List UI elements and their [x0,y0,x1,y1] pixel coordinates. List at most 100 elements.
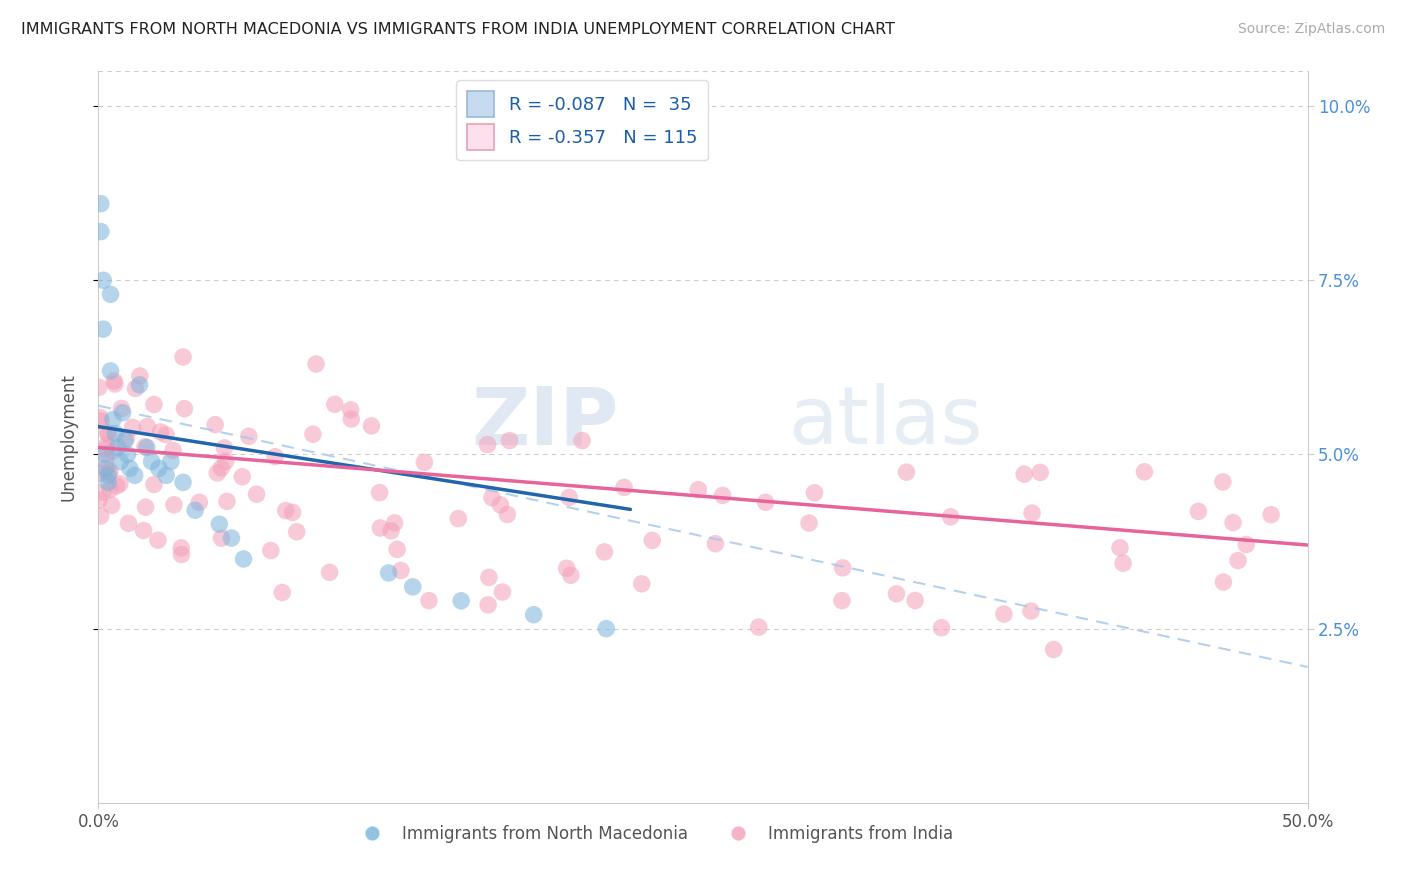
Point [114,434,136,448]
Text: IMMIGRANTS FROM NORTH MACEDONIA VS IMMIGRANTS FROM INDIA UNEMPLOYMENT CORRELATIO: IMMIGRANTS FROM NORTH MACEDONIA VS IMMIG… [21,22,896,37]
Point [124,382,146,396]
Point [274,503,297,517]
Point [96,438,118,452]
Point [496,508,519,522]
Point [91,485,114,500]
Point [323,397,346,411]
Point [418,593,440,607]
Point [232,552,254,566]
Point [339,403,361,417]
Point [1260,508,1282,522]
Point [100,499,122,513]
Point [170,548,193,562]
Point [110,401,132,416]
Point [571,434,593,448]
Point [238,429,260,443]
Point [141,454,163,468]
Point [1012,467,1035,482]
Point [111,406,134,420]
Point [302,427,325,442]
Point [1019,604,1042,618]
Point [149,425,172,439]
Point [748,620,770,634]
Point [163,498,186,512]
Point [498,434,520,448]
Point [755,495,778,509]
Point [260,543,283,558]
Point [94,453,117,467]
Point [135,441,157,455]
Point [98,483,121,497]
Point [94,442,117,456]
Point [148,461,170,475]
Point [368,485,391,500]
Point [108,476,131,491]
Point [104,376,127,391]
Point [1021,506,1043,520]
Text: ZIP: ZIP [471,384,619,461]
Point [896,465,918,479]
Point [477,598,499,612]
Point [162,443,184,458]
Point [155,468,177,483]
Point [100,287,122,301]
Point [97,475,120,490]
Point [115,431,138,445]
Point [172,350,194,364]
Point [105,479,128,493]
Point [101,444,124,458]
Point [188,495,211,509]
Point [142,477,165,491]
Point [613,480,636,494]
Point [143,397,166,411]
Point [477,437,499,451]
Point [377,566,399,580]
Point [108,454,131,468]
Point [91,273,114,287]
Point [135,500,157,515]
Point [136,419,159,434]
Point [107,441,129,455]
Point [87,380,110,394]
Point [630,576,652,591]
Point [939,509,962,524]
Point [305,357,328,371]
Point [271,585,294,599]
Point [413,455,436,469]
Point [124,468,146,483]
Point [931,621,953,635]
Point [797,516,820,530]
Point [318,566,340,580]
Point [96,425,118,440]
Point [385,542,408,557]
Point [1109,541,1132,555]
Point [146,533,169,548]
Point [209,461,232,475]
Point [231,469,253,483]
Point [1212,575,1234,590]
Point [380,524,402,538]
Point [481,491,503,505]
Point [340,412,363,426]
Text: atlas: atlas [787,384,981,461]
Point [886,587,908,601]
Point [831,593,853,607]
Point [87,492,110,507]
Point [128,369,150,384]
Point [90,225,112,239]
Point [173,401,195,416]
Point [489,498,512,512]
Point [368,521,391,535]
Point [204,417,226,432]
Point [1042,642,1064,657]
Point [160,454,183,468]
Y-axis label: Unemployment: Unemployment [59,373,77,501]
Point [132,524,155,538]
Point [593,545,616,559]
Point [89,410,111,425]
Point [491,585,513,599]
Point [94,448,117,462]
Point [172,475,194,490]
Point [450,594,472,608]
Point [211,531,233,545]
